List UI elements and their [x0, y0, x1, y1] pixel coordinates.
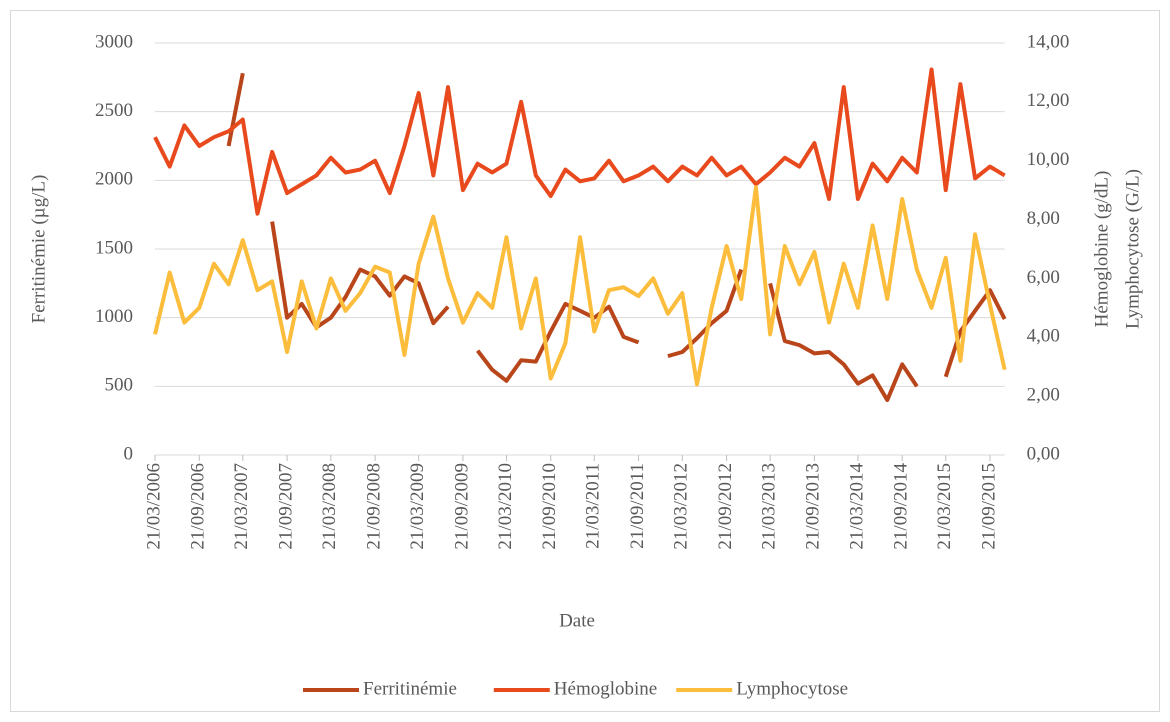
series-line: [943, 288, 1007, 378]
series-line: [270, 221, 450, 330]
x-tick-label: 21/09/2010: [539, 463, 560, 550]
y2-tick-label: 12,00: [1027, 90, 1070, 111]
x-tick-label: 21/03/2007: [231, 463, 252, 550]
legend-label: Ferritinémie: [363, 678, 457, 699]
y2-tick-label: 4,00: [1027, 326, 1060, 347]
x-tick-label: 21/03/2008: [319, 463, 340, 550]
x-tick-label: 21/09/2015: [978, 463, 999, 550]
y-tick-label: 1500: [95, 237, 133, 258]
y-tick-label: 2500: [95, 100, 133, 121]
y2-axis-label: Hémoglobine (g/dL): [1091, 171, 1112, 328]
x-tick-label: 21/09/2008: [363, 463, 384, 550]
y2-tick-label: 2,00: [1027, 385, 1060, 406]
series-line: [226, 72, 245, 147]
y-tick-label: 500: [105, 375, 134, 396]
x-tick-label: 21/03/2015: [934, 463, 955, 550]
x-tick-label: 21/09/2007: [275, 463, 296, 550]
y2-axis-label: Lymphocytose (G/L): [1122, 169, 1143, 329]
legend-label: Hémoglobine: [554, 678, 657, 699]
x-tick-label: 21/03/2010: [495, 463, 516, 550]
y-tick-label: 1000: [95, 306, 133, 327]
y2-tick-label: 6,00: [1027, 267, 1060, 288]
x-axis-label: Date: [559, 610, 595, 631]
series-line: [476, 301, 640, 383]
series-line: [768, 282, 919, 403]
y2-tick-label: 10,00: [1027, 149, 1070, 170]
y-tick-label: 3000: [95, 31, 133, 52]
y-axis-label: Ferritinémie (µg/L): [28, 175, 49, 324]
series-line: [153, 185, 1007, 387]
x-tick-label: 21/09/2009: [451, 463, 472, 550]
series-line: [153, 67, 1006, 216]
series-line: [667, 268, 744, 359]
y2-tick-label: 8,00: [1027, 208, 1060, 229]
x-tick-label: 21/03/2009: [407, 463, 428, 550]
y-tick-label: 0: [124, 443, 134, 464]
y-tick-label: 2000: [95, 169, 133, 190]
chart-frame: [10, 10, 1160, 712]
legend-label: Lymphocytose: [736, 678, 848, 699]
x-tick-label: 21/09/2012: [715, 463, 736, 550]
x-tick-label: 21/03/2014: [846, 463, 867, 550]
x-tick-label: 21/03/2013: [758, 463, 779, 550]
x-tick-label: 21/09/2011: [627, 463, 648, 549]
x-tick-label: 21/03/2011: [583, 463, 604, 549]
x-tick-label: 21/03/2006: [143, 463, 164, 550]
x-tick-label: 21/09/2006: [188, 463, 209, 550]
x-tick-label: 21/09/2014: [891, 463, 912, 550]
x-tick-label: 21/03/2012: [671, 463, 692, 550]
x-tick-label: 21/09/2013: [803, 463, 824, 550]
y2-tick-label: 14,00: [1027, 31, 1070, 52]
y2-tick-label: 0,00: [1027, 443, 1060, 464]
